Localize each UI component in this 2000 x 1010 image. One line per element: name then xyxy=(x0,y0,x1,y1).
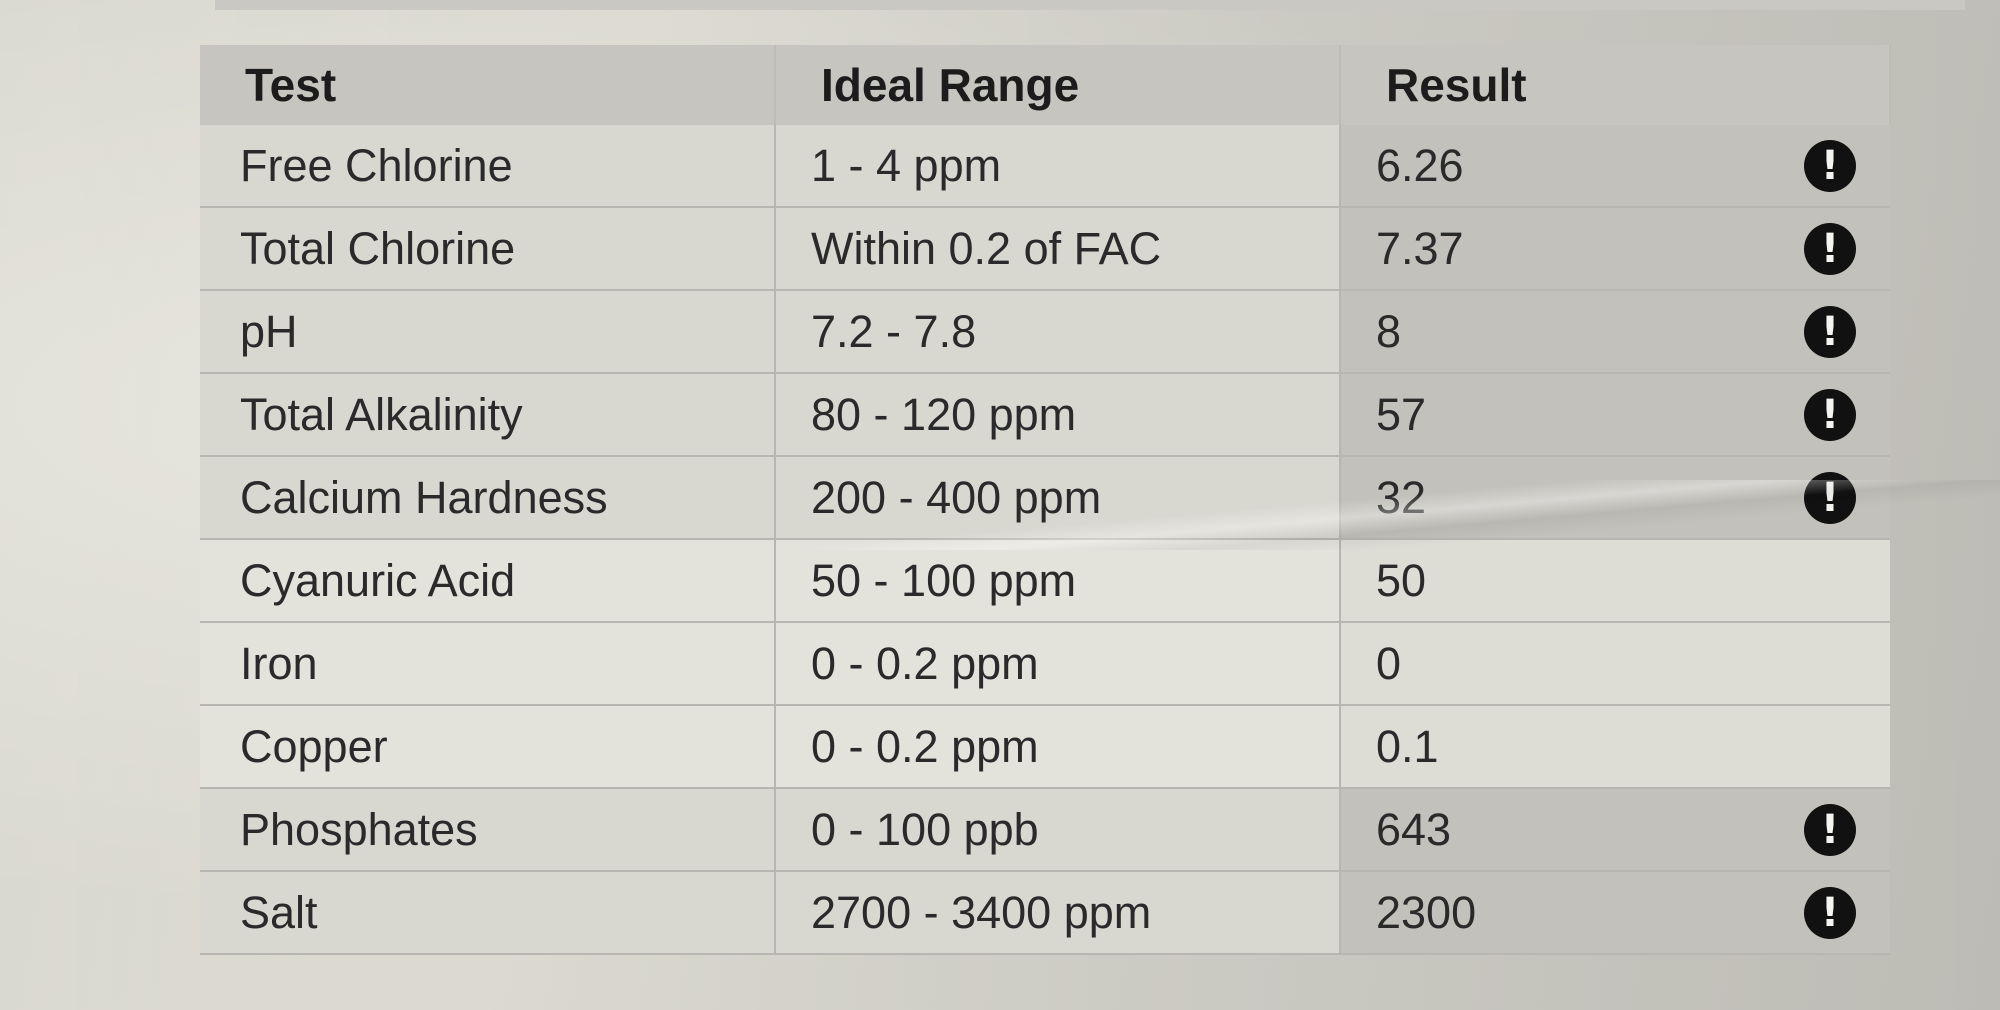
result-cell: 0 xyxy=(1340,622,1890,706)
ideal-range: Within 0.2 of FAC xyxy=(775,207,1341,291)
result-cell: 50 xyxy=(1340,539,1890,623)
top-strip xyxy=(215,0,1965,10)
result-value: 2300 xyxy=(1376,886,1477,938)
result-value: 32 xyxy=(1376,471,1427,523)
test-name: Salt xyxy=(200,871,776,955)
result-value: 7.37 xyxy=(1376,222,1464,274)
result-value: 50 xyxy=(1376,554,1427,606)
table-row: Iron 0 - 0.2 ppm 0 xyxy=(200,622,1890,706)
header-result: Result xyxy=(1340,45,1891,125)
table-row: Salt 2700 - 3400 ppm 2300 ! xyxy=(200,871,1890,955)
test-name: Cyanuric Acid xyxy=(200,539,776,623)
result-value: 0 xyxy=(1376,637,1402,689)
result-cell: 8 ! xyxy=(1340,290,1890,374)
table-row: Cyanuric Acid 50 - 100 ppm 50 xyxy=(200,539,1890,623)
table-row: Total Alkalinity 80 - 120 ppm 57 ! xyxy=(200,373,1890,457)
result-value: 8 xyxy=(1376,305,1402,357)
result-cell: 32 ! xyxy=(1340,456,1890,540)
table-row: Total Chlorine Within 0.2 of FAC 7.37 ! xyxy=(200,207,1890,291)
exclamation-circle-icon: ! xyxy=(1804,471,1856,524)
table-row: Copper 0 - 0.2 ppm 0.1 xyxy=(200,705,1890,789)
table-row: Free Chlorine 1 - 4 ppm 6.26 ! xyxy=(200,125,1890,208)
ideal-range: 0 - 0.2 ppm xyxy=(775,705,1341,789)
exclamation-circle-icon: ! xyxy=(1804,388,1856,441)
ideal-range: 200 - 400 ppm xyxy=(775,456,1341,540)
result-value: 6.26 xyxy=(1376,139,1464,191)
result-cell: 643 ! xyxy=(1340,788,1890,872)
exclamation-circle-icon: ! xyxy=(1804,886,1856,939)
ideal-range: 0 - 100 ppb xyxy=(775,788,1341,872)
header-test: Test xyxy=(200,45,776,125)
ideal-range: 0 - 0.2 ppm xyxy=(775,622,1341,706)
exclamation-circle-icon: ! xyxy=(1804,139,1856,192)
test-name: Iron xyxy=(200,622,776,706)
table-row: Calcium Hardness 200 - 400 ppm 32 ! xyxy=(200,456,1890,540)
result-value: 643 xyxy=(1376,803,1452,855)
ideal-range: 50 - 100 ppm xyxy=(775,539,1341,623)
test-name: Total Chlorine xyxy=(200,207,776,291)
result-value: 57 xyxy=(1376,388,1427,440)
exclamation-circle-icon: ! xyxy=(1804,305,1856,358)
result-cell: 7.37 ! xyxy=(1340,207,1890,291)
ideal-range: 1 - 4 ppm xyxy=(775,125,1341,208)
test-name: Calcium Hardness xyxy=(200,456,776,540)
test-name: Free Chlorine xyxy=(200,125,776,208)
result-value: 0.1 xyxy=(1376,720,1439,772)
test-name: Total Alkalinity xyxy=(200,373,776,457)
exclamation-circle-icon: ! xyxy=(1804,803,1856,856)
ideal-range: 7.2 - 7.8 xyxy=(775,290,1341,374)
table-row: Phosphates 0 - 100 ppb 643 ! xyxy=(200,788,1890,872)
result-cell: 57 ! xyxy=(1340,373,1890,457)
test-name: Copper xyxy=(200,705,776,789)
exclamation-circle-icon: ! xyxy=(1804,222,1856,275)
result-cell: 2300 ! xyxy=(1340,871,1890,955)
table-header-row: Test Ideal Range Result xyxy=(200,45,1891,125)
table-row: pH 7.2 - 7.8 8 ! xyxy=(200,290,1890,374)
header-ideal-range: Ideal Range xyxy=(775,45,1341,125)
water-test-table: Test Ideal Range Result Free Chlorine 1 … xyxy=(200,45,1891,955)
test-name: pH xyxy=(200,290,776,374)
result-cell: 6.26 ! xyxy=(1340,125,1890,208)
ideal-range: 80 - 120 ppm xyxy=(775,373,1341,457)
result-cell: 0.1 xyxy=(1340,705,1890,789)
test-name: Phosphates xyxy=(200,788,776,872)
ideal-range: 2700 - 3400 ppm xyxy=(775,871,1341,955)
